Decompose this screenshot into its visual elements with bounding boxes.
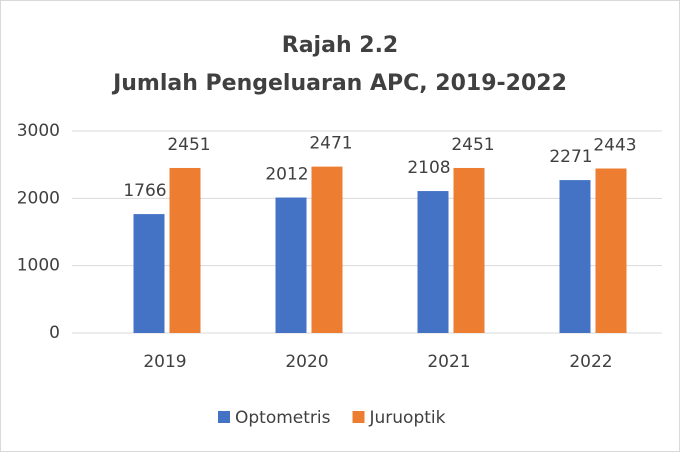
y-tick-label: 0 xyxy=(49,323,60,343)
bar xyxy=(417,191,449,333)
x-tick-label: 2021 xyxy=(427,352,470,372)
bar xyxy=(133,214,165,333)
x-tick-label: 2022 xyxy=(569,352,612,372)
chart-title: Rajah 2.2 xyxy=(282,33,398,58)
value-label: 2271 xyxy=(549,147,592,167)
bar xyxy=(453,167,485,333)
bar xyxy=(275,197,307,333)
x-tick-label: 2019 xyxy=(143,352,186,372)
y-tick-label: 2000 xyxy=(17,188,60,208)
value-label: 2108 xyxy=(407,158,450,178)
x-tick-label: 2020 xyxy=(285,352,328,372)
y-tick-label: 1000 xyxy=(17,256,60,276)
legend-label: Optometris xyxy=(235,408,331,428)
legend-label: Juruoptik xyxy=(369,408,446,428)
value-label: 1766 xyxy=(123,181,166,201)
bar xyxy=(595,168,627,333)
value-label: 2443 xyxy=(593,136,636,156)
legend-swatch xyxy=(218,411,230,423)
y-tick-label: 3000 xyxy=(17,121,60,141)
value-label: 2451 xyxy=(167,135,210,155)
value-label: 2012 xyxy=(265,165,308,185)
bar xyxy=(559,180,591,333)
bar xyxy=(311,166,343,333)
bar xyxy=(169,167,201,333)
value-label: 2471 xyxy=(309,134,352,154)
legend-swatch xyxy=(352,411,365,423)
chart-subtitle: Jumlah Pengeluaran APC, 2019-2022 xyxy=(111,71,567,96)
value-label: 2451 xyxy=(451,135,494,155)
